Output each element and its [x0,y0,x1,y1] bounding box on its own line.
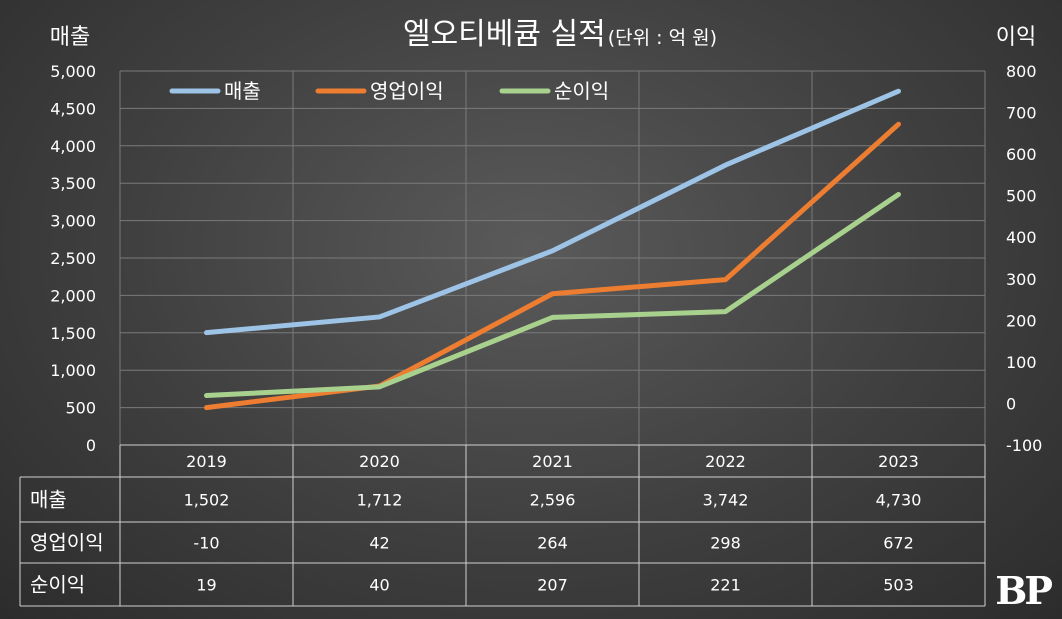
right-tick-label: 100 [1006,353,1037,372]
left-tick-label: 1,500 [50,324,96,343]
right-tick-label: -100 [1006,436,1042,455]
left-tick-label: 3,000 [50,212,96,231]
table-cell: 1,502 [184,491,230,510]
right-tick-label: 500 [1006,187,1037,206]
data-table: 2019 2020 2021 2022 2023 매출 1,502 1,712 2,596 3,7… [19,444,986,607]
table-cell: 298 [710,534,741,553]
table-row-label: 매출 [30,488,67,512]
right-tick-label: 0 [1006,394,1016,413]
table-cell: 503 [883,576,914,595]
table-row-label: 영업이익 [30,531,104,555]
left-tick-label: 500 [65,399,96,418]
category-label: 2020 [359,452,400,471]
table-cell: 2,596 [530,491,576,510]
table-cell: 3,742 [703,491,749,510]
category-label: 2021 [532,452,573,471]
table-cell: 264 [537,534,568,553]
left-tick-label: 2,000 [50,286,96,305]
table-cell: 19 [196,576,216,595]
legend: 매출 영업이익 순이익 [169,79,609,103]
left-tick-label: 3,500 [50,174,96,193]
gridlines [119,70,986,446]
legend-label: 영업이익 [370,79,444,103]
table-cell: 672 [883,534,914,553]
table-cell: 221 [710,576,741,595]
table-cell: 40 [369,576,389,595]
right-tick-label: 200 [1006,311,1037,330]
right-axis-title: 이익 [996,25,1036,50]
series-line [204,88,901,336]
chart-title: 엘오티베큠 실적 (단위 : 억 원) [403,17,717,52]
category-label: 2022 [705,452,746,471]
right-axis-ticks: 800 700 600 500 400 300 200 100 0 -100 [1006,62,1042,455]
series-line [204,191,901,399]
series-lines [204,88,901,411]
legend-label: 순이익 [554,79,609,103]
right-tick-label: 300 [1006,270,1037,289]
left-tick-label: 0 [86,436,96,455]
legend-label: 매출 [224,79,261,103]
left-tick-label: 4,000 [50,137,96,156]
table-cell: 207 [537,576,568,595]
left-tick-label: 5,000 [50,62,96,81]
table-cell: 42 [369,534,389,553]
series-line [204,121,901,411]
table-cell: 1,712 [357,491,403,510]
left-axis-title: 매출 [50,25,90,50]
left-tick-label: 4,500 [50,99,96,118]
right-tick-label: 800 [1006,62,1037,81]
right-tick-label: 700 [1006,104,1037,123]
right-tick-label: 600 [1006,145,1037,164]
category-label: 2023 [878,452,919,471]
left-axis-ticks: 5,000 4,500 4,000 3,500 3,000 2,500 2,000 1,500… [50,62,96,455]
bp-logo: BP [995,568,1053,613]
category-label: 2019 [186,452,227,471]
right-tick-label: 400 [1006,228,1037,247]
left-tick-label: 2,500 [50,249,96,268]
table-cell: -10 [193,534,219,553]
left-tick-label: 1,000 [50,361,96,380]
table-cell: 4,730 [876,491,922,510]
table-row-label: 순이익 [30,573,85,597]
